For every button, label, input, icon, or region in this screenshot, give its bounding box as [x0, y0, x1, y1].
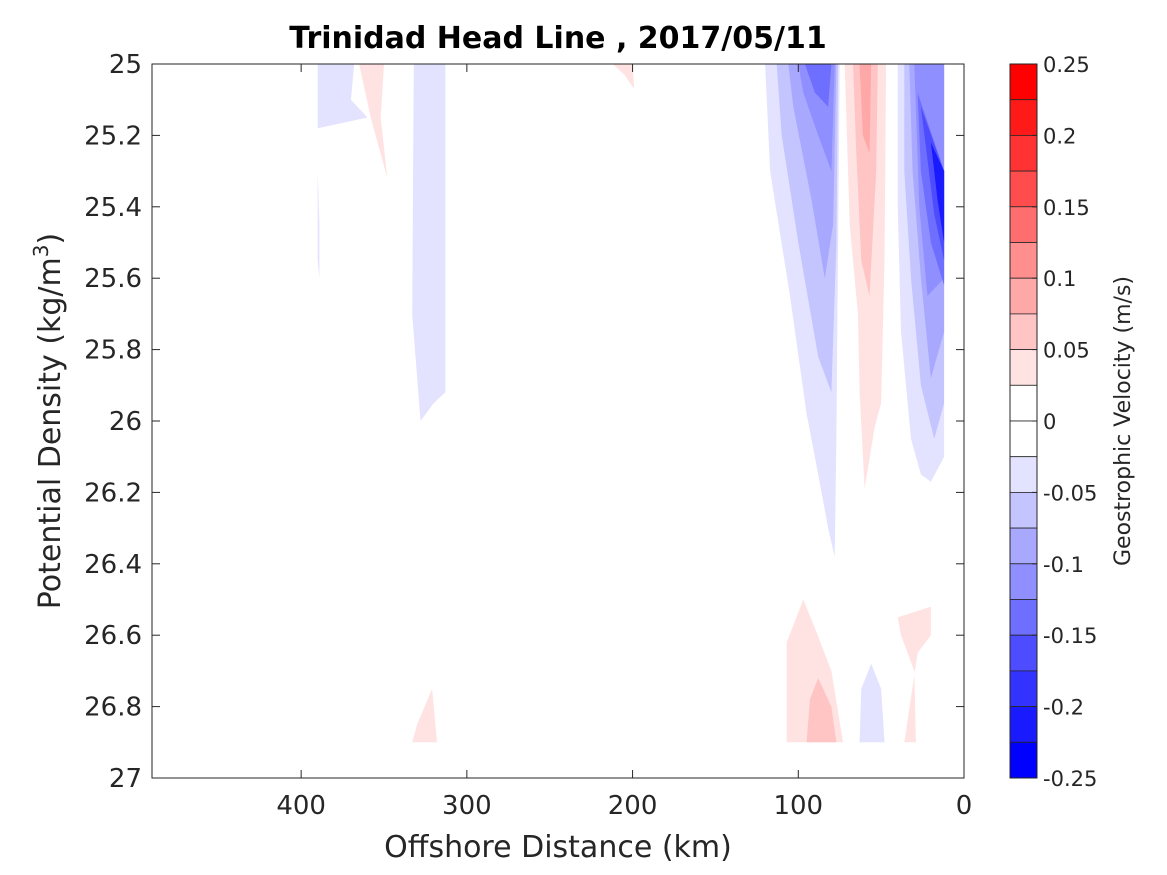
x-tick-label: 100: [773, 791, 823, 821]
contour-red-bottom-25km: [897, 606, 931, 743]
colorbar-level: [1009, 563, 1038, 600]
chart-title: Trinidad Head Line , 2017/05/11: [289, 21, 826, 56]
contour-red-patch-355km: [359, 64, 388, 179]
contour-red-patch-205km: [612, 64, 635, 89]
colorbar-level: [1009, 63, 1038, 101]
y-tick-label: 25.2: [84, 121, 142, 151]
colorbar-tick-label: -0.25: [1043, 767, 1097, 791]
y-tick-label: 26.8: [84, 693, 142, 723]
contour-blue-coast-l5: [920, 106, 945, 261]
colorbar-level: [1009, 527, 1038, 565]
y-tick-label: 25.4: [84, 193, 142, 223]
contour-red-band-l2: [859, 64, 872, 154]
colorbar-level: [1009, 420, 1038, 458]
y-tick-label: 27: [109, 764, 142, 794]
plot-area: [152, 64, 964, 778]
colorbar-tick-label: -0.2: [1043, 696, 1084, 720]
colorbar-tick-label: -0.15: [1043, 624, 1097, 648]
colorbar-level: [1009, 170, 1038, 208]
colorbar-level: [1009, 384, 1038, 422]
colorbar-level: [1009, 456, 1038, 493]
contour-red-bottom-325km: [412, 688, 437, 743]
contour-red-bottom-95km-inner: [806, 678, 837, 743]
x-tick-label: 0: [956, 791, 973, 821]
y-axis-ticks: 25 25.2 25.4 25.6 25.8 26 26.2 26.4 26.6 26.8 27: [84, 50, 964, 794]
contour-red-band-l1: [853, 64, 878, 296]
colorbar-level: [1009, 313, 1038, 350]
colorbar-level: [1009, 206, 1038, 243]
y-axis-label-superscript: 3: [29, 244, 53, 257]
contour-blue-patch-390km: [317, 64, 368, 129]
contour-blue-sliver-390km: [317, 171, 320, 279]
colorbar-level: [1009, 242, 1038, 279]
colorbar-tick-label: 0: [1043, 410, 1056, 434]
colorbar-ticks: 0.25 0.2 0.15 0.1 0.05 0 -0.05 -0.1 -0.15 -0.2 -0.…: [1032, 53, 1097, 791]
colorbar-label: Geostrophic Velocity (m/s): [1111, 276, 1136, 566]
colorbar-tick-label: 0.15: [1043, 196, 1090, 220]
colorbar-level: [1009, 706, 1038, 743]
y-tick-label: 26.6: [84, 621, 142, 651]
contour-regions: [317, 64, 945, 743]
y-tick-label: 26.2: [84, 478, 142, 508]
contour-blue-bottom-55km: [859, 663, 885, 743]
contour-blue-patch-325km: [412, 64, 446, 421]
colorbar-level: [1009, 491, 1038, 529]
y-axis-label-close: ): [33, 233, 68, 245]
colorbar-level: [1009, 99, 1038, 136]
colorbar-tick-label: 0.2: [1043, 124, 1076, 148]
x-axis-label: Offshore Distance (km): [384, 830, 732, 865]
colorbar: [1009, 63, 1038, 779]
colorbar-level: [1009, 134, 1038, 172]
y-tick-label: 26: [109, 407, 142, 437]
colorbar-level: [1009, 741, 1038, 779]
colorbar-level: [1009, 599, 1038, 636]
colorbar-level: [1009, 634, 1038, 672]
y-axis-label: Potential Density (kg/m3): [29, 233, 68, 609]
x-axis-ticks: 400 300 200 100 0: [276, 64, 972, 821]
x-tick-label: 400: [276, 791, 326, 821]
x-tick-label: 300: [442, 791, 492, 821]
y-tick-label: 25: [109, 50, 142, 80]
colorbar-tick-label: 0.25: [1043, 53, 1090, 77]
colorbar-level: [1009, 349, 1038, 386]
colorbar-level: [1009, 670, 1038, 708]
y-tick-label: 25.8: [84, 336, 142, 366]
contour-blue-coast-l6: [930, 142, 945, 243]
colorbar-tick-label: 0.1: [1043, 267, 1076, 291]
colorbar-tick-label: -0.1: [1043, 553, 1084, 577]
y-tick-label: 26.4: [84, 550, 142, 580]
colorbar-level: [1009, 277, 1038, 315]
contour-blue-band-l4: [804, 64, 832, 107]
contour-blue-coast-l4: [917, 92, 945, 286]
colorbar-tick-label: 0.05: [1043, 339, 1090, 363]
y-axis-label-main: Potential Density (kg/m: [33, 257, 68, 609]
y-tick-label: 25.6: [84, 264, 142, 294]
x-tick-label: 200: [608, 791, 658, 821]
colorbar-tick-label: -0.05: [1043, 481, 1097, 505]
